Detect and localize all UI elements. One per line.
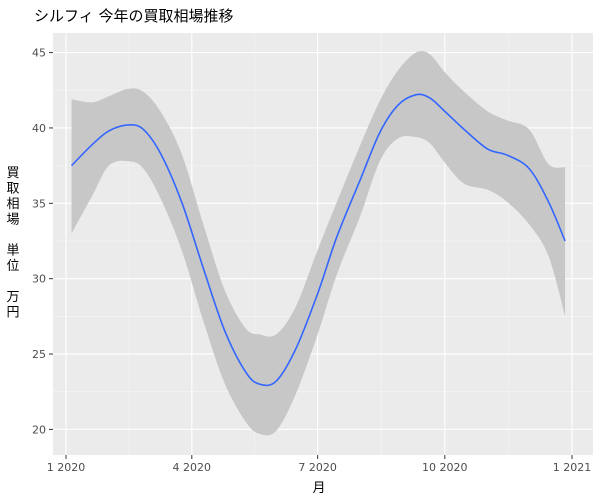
x-tick-label: 7 2020	[298, 461, 337, 474]
y-tick-label: 30	[32, 273, 46, 286]
y-tick-label: 40	[32, 122, 46, 135]
y-tick-label: 35	[32, 197, 46, 210]
y-axis-title-char: 単	[6, 243, 19, 259]
y-axis-title-char: 相	[6, 197, 19, 212]
x-tick-label: 1 2020	[47, 461, 86, 474]
y-axis-title-char: 位	[6, 259, 19, 274]
y-tick-label: 25	[32, 348, 46, 361]
x-axis-title: 月	[312, 481, 325, 496]
x-tick-label: 1 2021	[553, 461, 592, 474]
y-axis-title-char: 円	[6, 306, 19, 321]
y-axis: 20 25 30 35 40 45	[32, 47, 53, 436]
y-axis-title-char: 万	[6, 290, 19, 305]
confidence-ribbon	[71, 50, 566, 436]
x-tick-label: 10 2020	[422, 461, 468, 474]
plot-panel	[53, 33, 593, 455]
y-axis-title-char: 買	[6, 166, 19, 181]
y-axis-title-char: 取	[6, 182, 19, 197]
smoothed-line	[70, 93, 566, 387]
y-axis-title-char: 場	[6, 213, 19, 228]
y-tick-label: 45	[32, 47, 46, 60]
y-tick-label: 20	[32, 423, 46, 436]
x-tick-label: 4 2020	[173, 461, 212, 474]
chart-title: シルフィ 今年の買取相場推移	[34, 7, 233, 25]
x-axis: 1 2020 4 2020 7 2020 10 2020 1 2021	[47, 455, 592, 474]
